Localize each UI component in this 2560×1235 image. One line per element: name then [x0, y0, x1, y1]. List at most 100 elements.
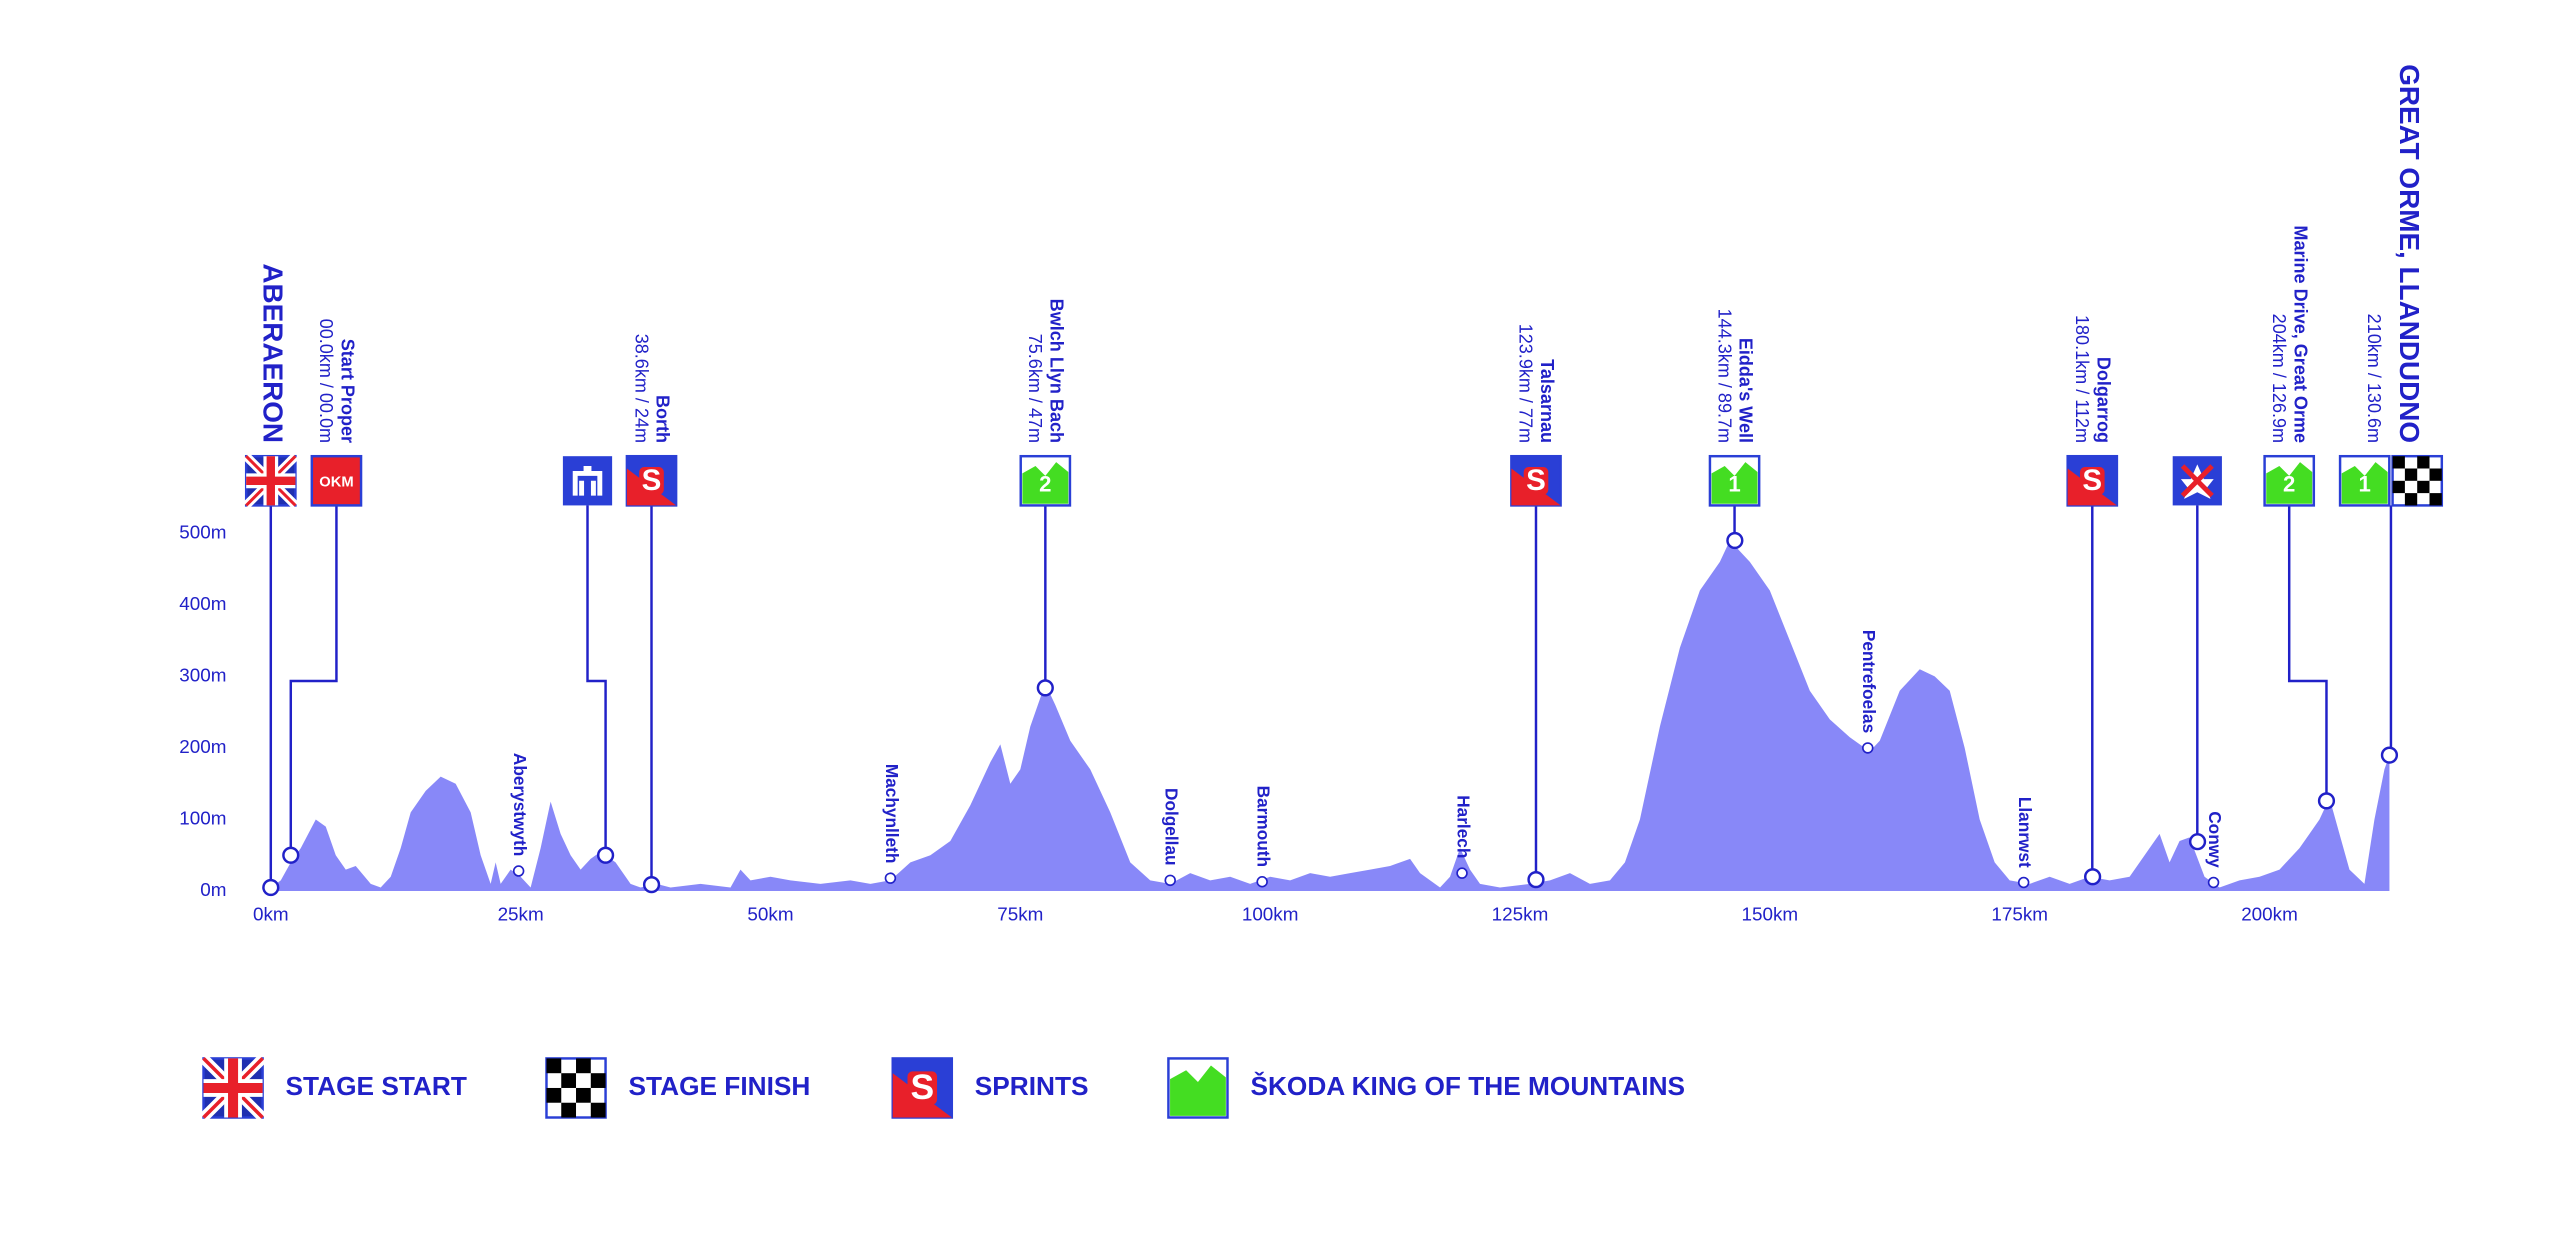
kom-mountain	[1022, 462, 1069, 504]
legend-label: STAGE START	[286, 1071, 467, 1101]
marker-detail: 210km / 130.6m	[2364, 314, 2384, 443]
sprint-red-top	[639, 467, 664, 495]
kom-text: 2	[1039, 472, 1051, 497]
legend-label: ŠKODA KING OF THE MOUNTAINS	[1250, 1071, 1685, 1101]
y-tick-label: 0m	[200, 879, 226, 900]
marker-name: Marine Drive, Great Orme	[2290, 225, 2310, 443]
checker-square	[576, 1087, 591, 1103]
sprint-text: S	[2082, 464, 2102, 497]
legend-label: SPRINTS	[975, 1071, 1089, 1101]
icon-feed	[562, 456, 613, 506]
marker-name: Borth	[653, 395, 673, 443]
checker-square	[2404, 493, 2418, 506]
icon-sprint: S	[625, 454, 678, 507]
waypoint-name: Harlech	[1453, 795, 1473, 858]
icon-kom: 2	[2263, 454, 2316, 507]
marker-point	[642, 875, 661, 894]
marker-line	[586, 505, 607, 856]
x-tick-label: 0km	[253, 904, 289, 925]
marker-point	[2188, 833, 2207, 851]
icon-kom: 1	[1708, 454, 1761, 507]
marker-name: Talsarnau	[1537, 359, 1557, 443]
checker-square	[590, 1102, 606, 1118]
waypoint-name: Aberystwyth	[510, 753, 530, 856]
kom-mountain	[1711, 462, 1758, 504]
icon-sprint: S	[891, 1057, 954, 1119]
icon-sprint: S	[2066, 454, 2119, 507]
x-tick-label: 50km	[747, 904, 793, 925]
waypoint-point	[884, 872, 897, 884]
checker-square	[2392, 456, 2405, 469]
marker-line	[2287, 505, 2328, 801]
marker-name: Start Proper	[338, 339, 358, 443]
marker-point	[282, 846, 300, 864]
marker-name: Dolgarrog	[2093, 357, 2113, 443]
icon-flag	[243, 453, 299, 509]
sprint-text: S	[910, 1067, 934, 1107]
x-tick-label: 200km	[2241, 904, 2298, 925]
icon-finish	[2391, 454, 2444, 507]
x-tick-label: 25km	[498, 904, 544, 925]
checker-square	[2404, 468, 2418, 481]
marker-point	[1726, 531, 1744, 550]
marker-line	[289, 505, 338, 856]
icon-okm: OKM	[310, 454, 363, 507]
flag-cross-red	[203, 1058, 263, 1118]
stage-town: GREAT ORME, LLANDUDNO	[2394, 64, 2425, 443]
waypoint-name: Machynlleth	[882, 764, 902, 864]
x-tick-label: 150km	[1742, 904, 1799, 925]
kom-mountain	[2266, 462, 2313, 504]
x-tick-label: 175km	[1991, 904, 2048, 925]
icon-flag	[199, 1054, 267, 1122]
waypoint-point	[2017, 876, 2030, 889]
feed-gate	[572, 466, 603, 496]
checker-square	[2417, 480, 2430, 494]
y-tick-label: 200m	[179, 736, 226, 757]
checker-square	[590, 1073, 606, 1088]
waypoint-point	[2207, 876, 2220, 889]
marker-detail: 123.9km / 77m	[1516, 324, 1536, 443]
icon-kom	[1167, 1057, 1229, 1119]
checker-square	[2392, 480, 2405, 494]
checker-square	[2429, 493, 2442, 506]
y-tick-label: 400m	[179, 593, 226, 614]
checker-square	[576, 1058, 591, 1074]
cross-x	[2180, 464, 2214, 498]
y-tick-label: 300m	[179, 664, 226, 685]
sprint-red-top	[1523, 467, 1549, 495]
sprint-text: S	[1526, 464, 1546, 497]
waypoint-name: Conwy	[2205, 811, 2225, 868]
waypoint-point	[1256, 876, 1268, 888]
okm-bg	[310, 454, 363, 507]
x-tick-label: 75km	[997, 904, 1043, 925]
marker-point	[1527, 870, 1545, 889]
kom-text: 2	[2283, 472, 2295, 497]
sprint-red-top	[2079, 467, 2105, 495]
icon-cross	[2172, 456, 2222, 506]
marker-detail: 180.1km / 112m	[2072, 315, 2092, 443]
checker-square	[561, 1102, 577, 1118]
marker-detail: 75.6km / 47m	[1025, 334, 1045, 443]
icon-sprint: S	[1510, 454, 1562, 507]
waypoint-point	[512, 865, 525, 877]
feed-bg	[562, 456, 613, 506]
legend-label: STAGE FINISH	[629, 1071, 811, 1101]
waypoint-name: Dolgellau	[1162, 788, 1182, 866]
y-tick-label: 500m	[179, 521, 226, 542]
y-tick-label: 100m	[179, 807, 226, 828]
marker-point	[596, 846, 615, 864]
kom-text: 1	[1728, 472, 1740, 497]
marker-point	[2084, 868, 2102, 886]
sprint-red-top	[907, 1071, 938, 1105]
x-tick-label: 125km	[1492, 904, 1549, 925]
stage-town: ABERAERON	[257, 263, 288, 443]
elevation-area	[270, 540, 2390, 892]
checker-square	[546, 1087, 562, 1103]
sprint-text: S	[642, 464, 662, 497]
waypoint-name: Barmouth	[1254, 786, 1274, 867]
marker-name: Bwlch Llyn Bach	[1046, 299, 1066, 443]
marker-point	[262, 878, 280, 897]
marker-point	[2380, 746, 2399, 764]
waypoint-name: Pentrefoelas	[1859, 630, 1879, 733]
